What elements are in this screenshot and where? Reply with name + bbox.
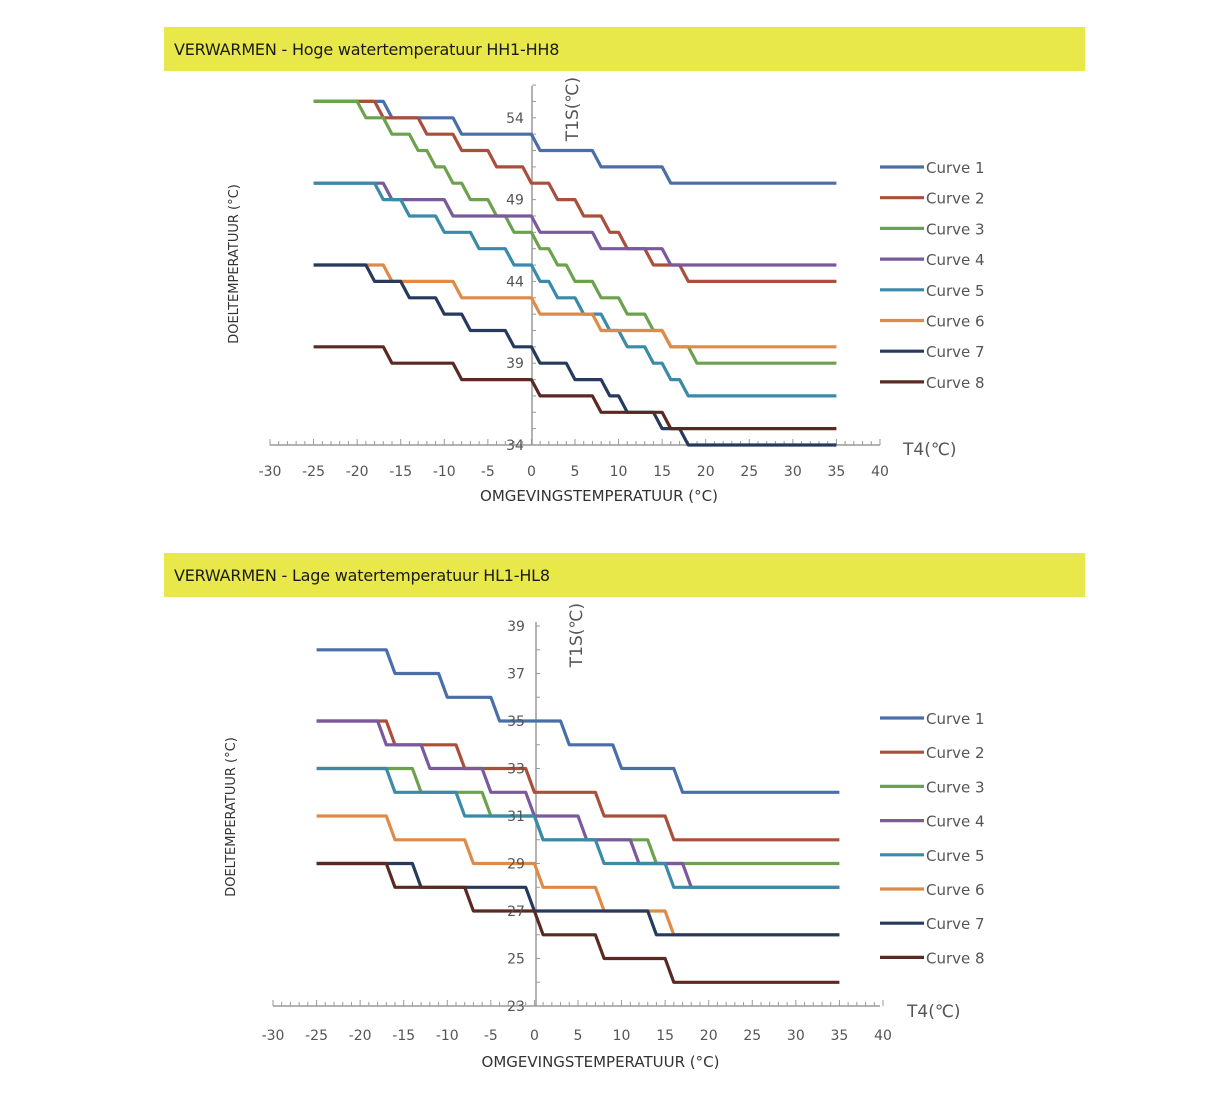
y-axis-name: T1S(℃) <box>567 603 587 668</box>
y-tick-label: 25 <box>507 952 525 968</box>
chart-2: -30 -25 -20 -15 -10 -5 0 5 10 15 20 25 30 35 40 23 25 27 2… <box>224 603 985 1071</box>
x-tick-label: 40 <box>871 464 889 480</box>
y-tick-label: 39 <box>507 619 525 635</box>
y-tick-label: 49 <box>506 193 524 209</box>
legend-label-curve-6: Curve 6 <box>926 313 985 331</box>
x-tick-label: 0 <box>527 464 536 480</box>
series-line-curve-3 <box>313 99 837 365</box>
series-line-curve-5 <box>313 181 837 398</box>
y-tick-label: 23 <box>507 999 525 1015</box>
y-axis-label: DOELTEMPERATUUR (°C) <box>224 737 239 897</box>
legend-label-curve-2: Curve 2 <box>926 744 985 762</box>
x-tick-label: 40 <box>874 1028 892 1044</box>
x-tick-label: 25 <box>740 464 758 480</box>
series-line-curve-7 <box>313 263 837 447</box>
x-tick-label: 20 <box>700 1028 718 1044</box>
x-tick-label: -30 <box>259 464 282 480</box>
x-tick-label: 5 <box>574 1028 583 1044</box>
legend-label-curve-1: Curve 1 <box>926 159 985 177</box>
x-axis-name: T4(℃) <box>902 440 957 460</box>
x-tick-label: 10 <box>610 464 628 480</box>
legend-label-curve-4: Curve 4 <box>926 251 985 269</box>
y-tick-label: 44 <box>506 274 524 290</box>
x-tick-label: -10 <box>433 464 456 480</box>
y-tick-label: 27 <box>507 904 525 920</box>
legend-label-curve-2: Curve 2 <box>926 190 985 208</box>
x-tick-label: -30 <box>262 1028 285 1044</box>
legend-label-curve-3: Curve 3 <box>926 778 985 796</box>
x-tick-label: 30 <box>787 1028 805 1044</box>
series-line-curve-1 <box>316 648 840 794</box>
x-tick-label: 30 <box>784 464 802 480</box>
x-tick-label: -10 <box>436 1028 459 1044</box>
series-line-curve-4 <box>313 181 837 267</box>
legend-label-curve-7: Curve 7 <box>926 915 985 933</box>
y-tick-label: 34 <box>506 438 524 454</box>
x-tick-label: 35 <box>830 1028 848 1044</box>
x-tick-label: 25 <box>743 1028 761 1044</box>
chart-2-title: VERWARMEN - Lage watertemperatuur HL1-HL… <box>174 565 550 585</box>
chart-1-title-banner: VERWARMEN - Hoge watertemperatuur HH1-HH… <box>164 27 1085 71</box>
series-line-curve-6 <box>316 814 840 937</box>
x-axis-label: OMGEVINGSTEMPERATUUR (°C) <box>480 487 718 505</box>
x-tick-label: -15 <box>392 1028 415 1044</box>
x-axis-label: OMGEVINGSTEMPERATUUR (°C) <box>482 1053 720 1071</box>
y-tick-label: 39 <box>506 356 524 372</box>
legend-label-curve-3: Curve 3 <box>926 220 985 238</box>
series-line-curve-8 <box>313 345 837 431</box>
series-line-curve-8 <box>316 861 840 984</box>
y-axis-name: T1S(℃) <box>563 77 583 142</box>
x-tick-label: -25 <box>305 1028 328 1044</box>
legend-label-curve-1: Curve 1 <box>926 710 985 728</box>
x-tick-label: -20 <box>346 464 369 480</box>
y-tick-label: 35 <box>507 714 525 730</box>
x-tick-label: -25 <box>302 464 325 480</box>
series-line-curve-7 <box>316 861 840 937</box>
y-axis-label: DOELTEMPERATUUR (°C) <box>227 184 242 344</box>
y-tick-label: 37 <box>507 667 525 683</box>
x-tick-label: 10 <box>613 1028 631 1044</box>
y-tick-label: 54 <box>506 111 524 127</box>
chart-1-title: VERWARMEN - Hoge watertemperatuur HH1-HH… <box>174 39 560 59</box>
x-tick-label: -20 <box>349 1028 372 1044</box>
x-tick-label: 35 <box>827 464 845 480</box>
series-line-curve-1 <box>313 99 837 185</box>
y-tick-label: 33 <box>507 762 525 778</box>
legend-label-curve-5: Curve 5 <box>926 847 985 865</box>
series-line-curve-2 <box>316 719 840 842</box>
y-tick-label: 29 <box>507 857 525 873</box>
x-tick-label: 15 <box>656 1028 674 1044</box>
series-line-curve-5 <box>316 766 840 889</box>
chart-2-title-banner: VERWARMEN - Lage watertemperatuur HL1-HL… <box>164 553 1085 597</box>
x-tick-label: -5 <box>481 464 495 480</box>
legend-label-curve-5: Curve 5 <box>926 282 985 300</box>
x-tick-label: 15 <box>653 464 671 480</box>
x-tick-label: -15 <box>389 464 412 480</box>
x-tick-label: 20 <box>697 464 715 480</box>
y-tick-label: 31 <box>507 809 525 825</box>
x-axis-name: T4(℃) <box>906 1002 961 1022</box>
x-tick-label: -5 <box>484 1028 498 1044</box>
x-tick-label: 0 <box>530 1028 539 1044</box>
series-line-curve-6 <box>313 263 837 349</box>
legend-label-curve-4: Curve 4 <box>926 813 985 831</box>
chart-1: -30 -25 -20 -15 -10 -5 0 5 10 15 20 25 30 35 40 34 39 44 4… <box>227 77 985 505</box>
legend-label-curve-7: Curve 7 <box>926 343 985 361</box>
legend-label-curve-8: Curve 8 <box>926 949 985 967</box>
x-tick-label: 5 <box>571 464 580 480</box>
legend-label-curve-6: Curve 6 <box>926 881 985 899</box>
legend-label-curve-8: Curve 8 <box>926 374 985 392</box>
series-line-curve-2 <box>313 99 837 283</box>
